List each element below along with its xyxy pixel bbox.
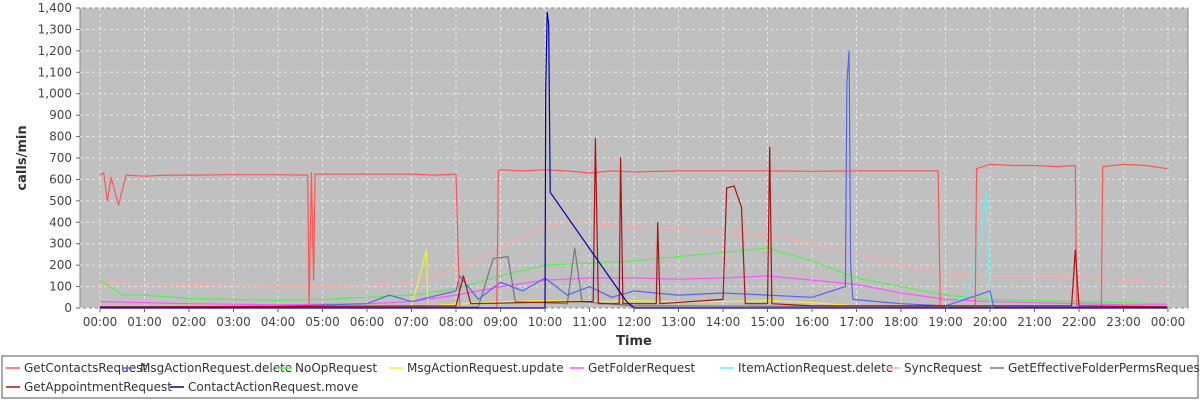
y-tick-label: 300 [49, 237, 72, 251]
y-axis-ticks: 0 100 200 300 400 500 600 700 800 900 1,000 1,100 1,… [38, 1, 80, 315]
legend-label: ItemActionRequest.delete [738, 361, 893, 375]
legend-label: SyncRequest [904, 361, 982, 375]
y-tick-label: 600 [49, 172, 72, 186]
x-tick-label: 02:00 [172, 315, 207, 329]
x-tick-label: 21:00 [1017, 315, 1052, 329]
series-line-msgactionrequest-update [100, 249, 1168, 309]
series-lines [99, 11, 1168, 309]
x-tick-label: 05:00 [305, 315, 340, 329]
x-tick-label: 23:00 [1106, 315, 1141, 329]
series-line-getcontactsrequest [99, 163, 1168, 309]
y-tick-label: 800 [49, 130, 72, 144]
x-tick-label: 22:00 [1062, 315, 1097, 329]
legend-label: GetEffectiveFolderPermsRequest [1008, 361, 1200, 375]
series-line-syncrequest [99, 221, 1168, 288]
legend-label: MsgActionRequest.delete [140, 361, 292, 375]
y-tick-label: 500 [49, 194, 72, 208]
series-line-getappointmentrequest [99, 138, 1168, 308]
x-tick-label: 06:00 [350, 315, 385, 329]
x-tick-label: 17:00 [839, 315, 874, 329]
x-tick-label: 07:00 [394, 315, 429, 329]
x-tick-label: 18:00 [884, 315, 919, 329]
series-line-contactactionrequest-move [100, 11, 1168, 309]
x-tick-label: 01:00 [127, 315, 162, 329]
y-tick-label: 100 [49, 280, 72, 294]
legend-label: GetContactsRequest [24, 361, 147, 375]
y-tick-label: 1,200 [38, 44, 72, 58]
y-axis-title: calls/min [15, 125, 30, 190]
legend-box [1, 355, 1199, 399]
y-tick-label: 0 [64, 301, 72, 315]
y-tick-label: 400 [49, 215, 72, 229]
x-tick-label: 11:00 [572, 315, 607, 329]
legend-label: ContactActionRequest.move [188, 380, 358, 394]
y-tick-label: 1,300 [38, 22, 72, 36]
y-tick-label: 1,000 [38, 87, 72, 101]
x-axis-ticks: 00:00 01:00 02:00 03:00 04:00 05:00 06:00 07:00… [83, 308, 1186, 329]
x-tick-label: 09:00 [483, 315, 518, 329]
legend-label: GetAppointmentRequest [24, 380, 172, 394]
x-tick-label: 10:00 [528, 315, 563, 329]
y-tick-label: 700 [49, 151, 72, 165]
x-tick-label: 16:00 [795, 315, 830, 329]
x-tick-label: 19:00 [928, 315, 963, 329]
y-tick-label: 1,400 [38, 1, 72, 15]
legend-label: NoOpRequest [295, 361, 377, 375]
x-tick-label: 08:00 [439, 315, 474, 329]
legend: GetContactsRequestMsgActionRequest.delet… [6, 361, 1200, 394]
x-tick-label: 00:00 [83, 315, 118, 329]
x-axis-title: Time [616, 334, 652, 349]
x-tick-label: 15:00 [750, 315, 785, 329]
x-tick-label: 04:00 [261, 315, 296, 329]
series-line-nooprequest [99, 247, 1168, 305]
y-tick-label: 1,100 [38, 65, 72, 79]
x-tick-label: 20:00 [973, 315, 1008, 329]
y-tick-label: 200 [49, 258, 72, 272]
legend-label: MsgActionRequest.update [407, 361, 564, 375]
x-tick-label: 00:00 [1151, 315, 1186, 329]
legend-label: GetFolderRequest [588, 361, 696, 375]
series-line-msgactionrequest-delete [100, 50, 1168, 308]
x-tick-label: 13:00 [661, 315, 696, 329]
series-line-getfolderrequest [99, 275, 1168, 306]
x-tick-label: 03:00 [216, 315, 251, 329]
grid-lines [80, 7, 1188, 309]
x-tick-label: 12:00 [617, 315, 652, 329]
x-tick-label: 14:00 [706, 315, 741, 329]
y-tick-label: 900 [49, 108, 72, 122]
